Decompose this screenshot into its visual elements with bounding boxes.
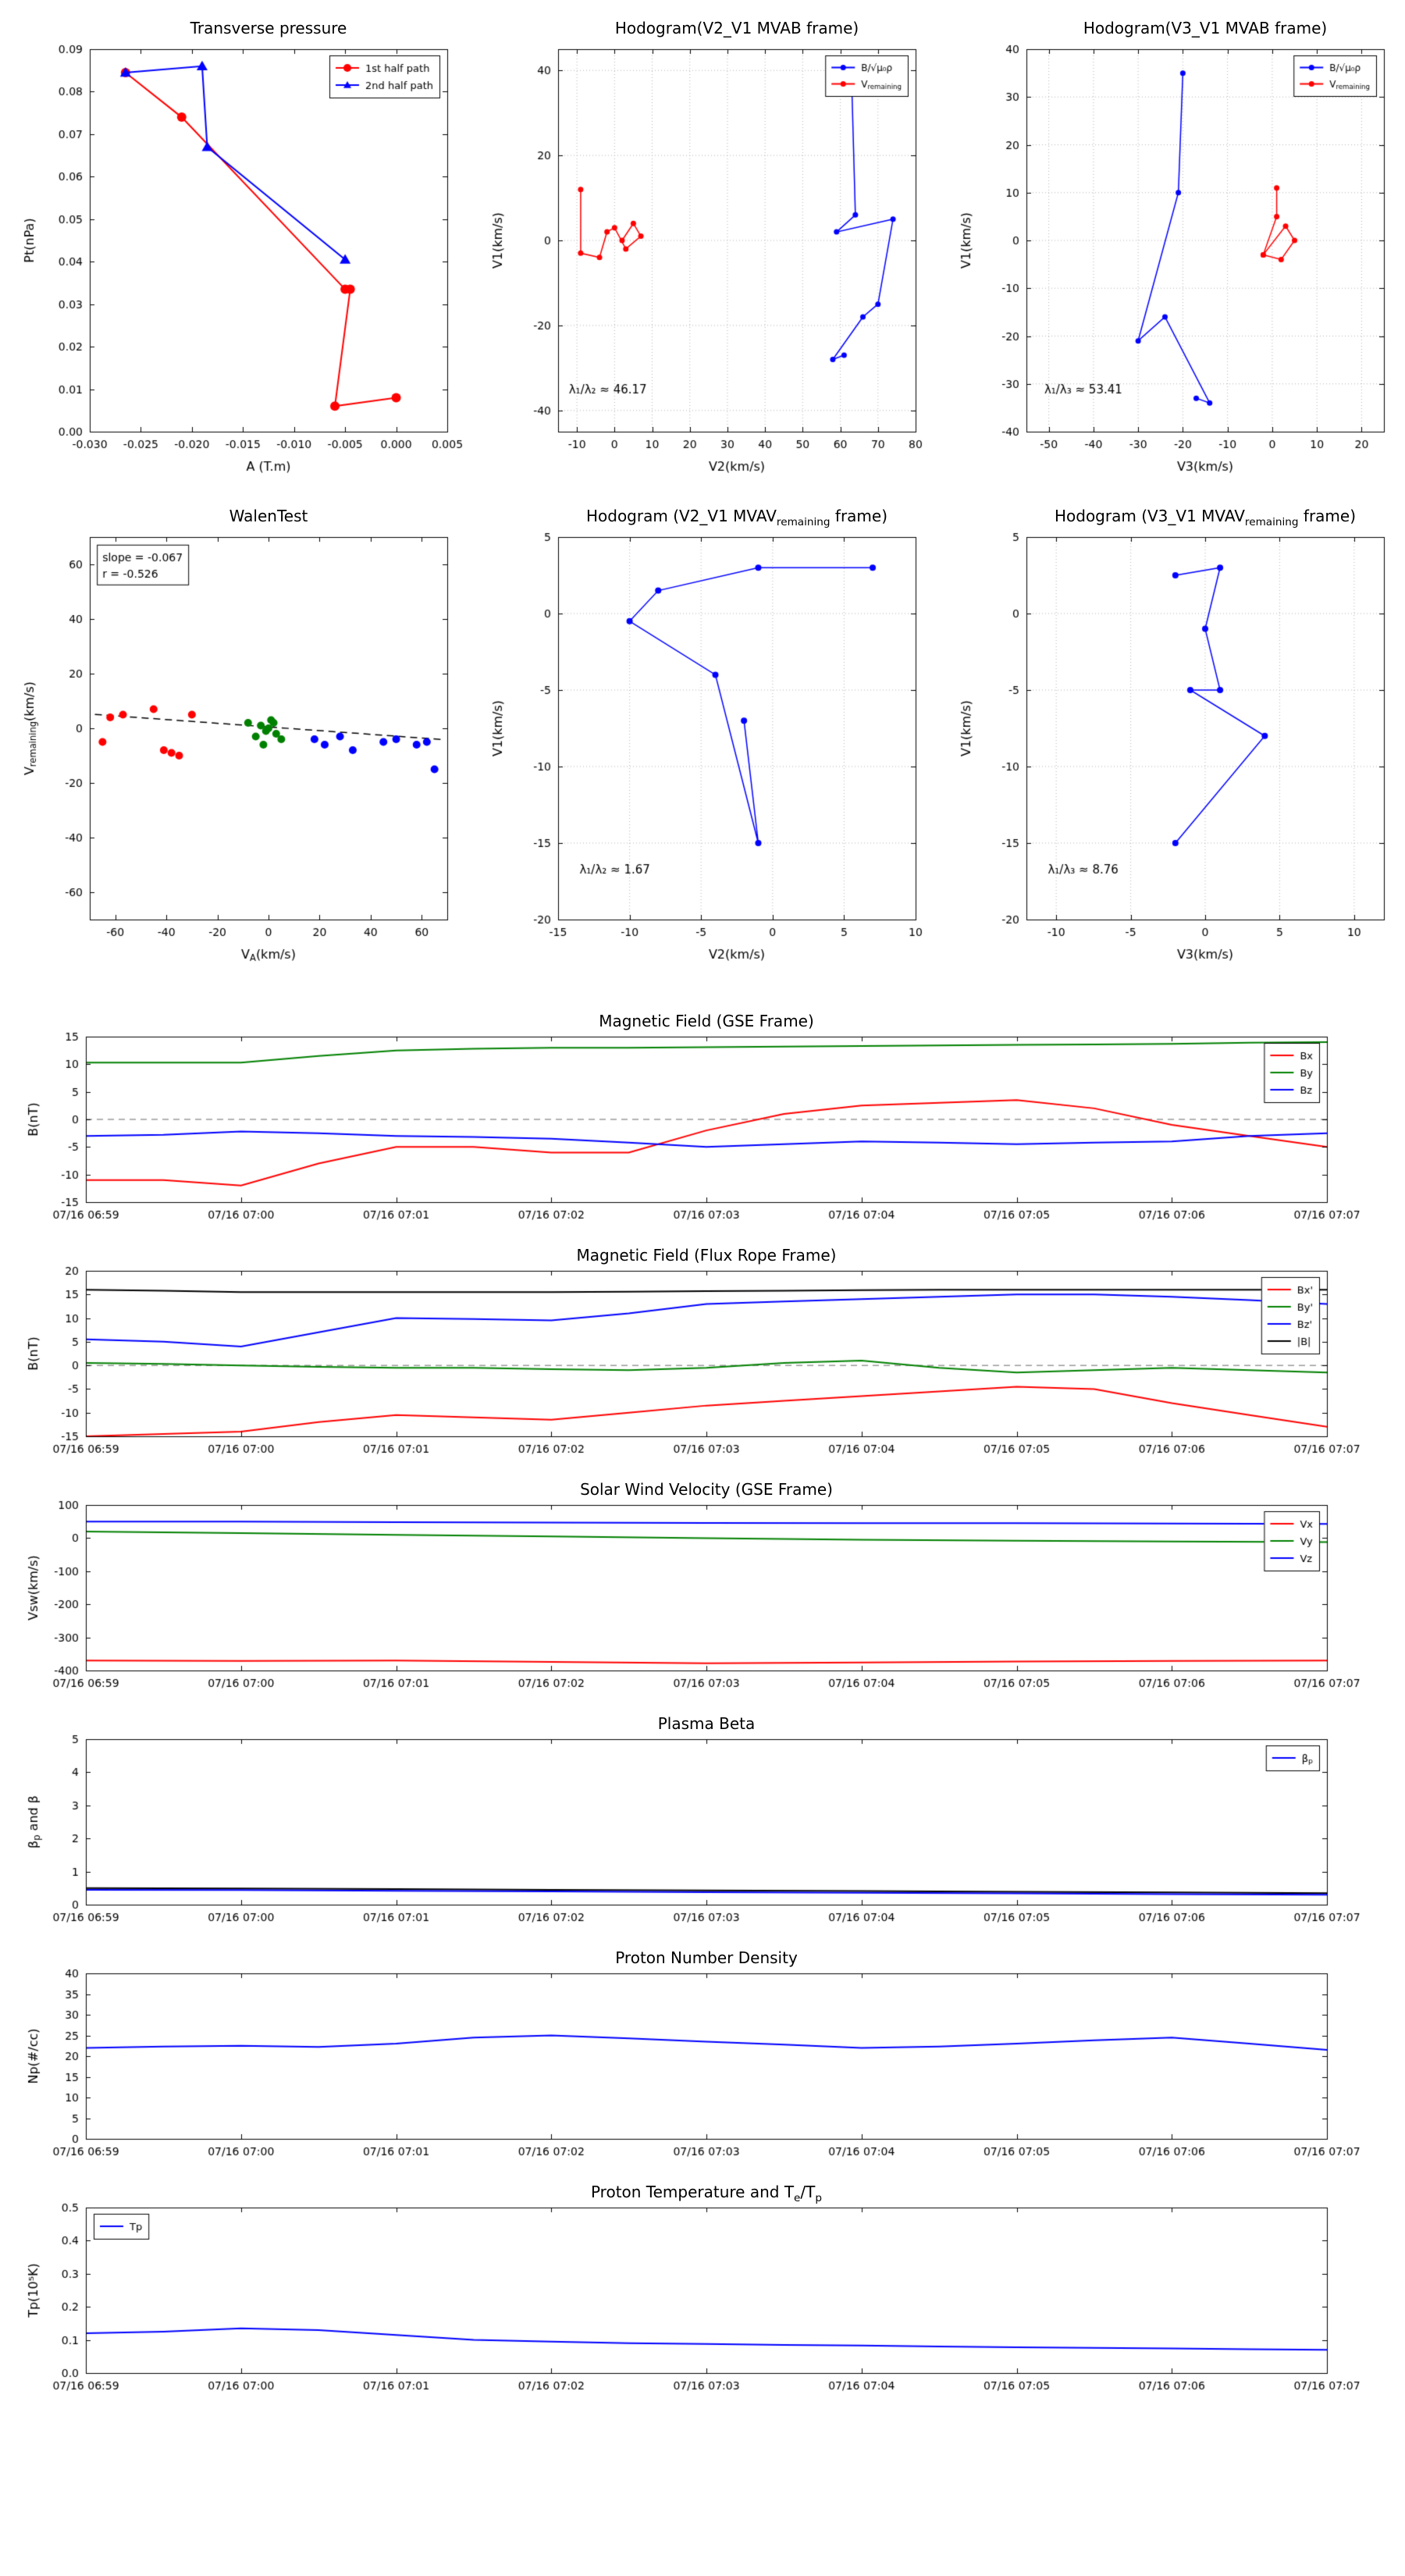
- plasma-beta-plot: [0, 1710, 1405, 1937]
- chart-hodogram-v2v1-mvav: [468, 492, 937, 976]
- title-mag-gse: Magnetic Field (GSE Frame): [599, 1012, 814, 1030]
- mag-flux-rope-plot: [0, 1241, 1405, 1469]
- chart-walen-test: [0, 492, 468, 976]
- hodogram-v3v1-mvav-plot: [937, 492, 1405, 976]
- hodogram-v2v1-mvab-plot: [468, 4, 937, 488]
- title-solar-wind-velocity: Solar Wind Velocity (GSE Frame): [580, 1480, 833, 1499]
- chart-transverse-pressure: [0, 4, 468, 488]
- chart-plasma-beta: [0, 1710, 1405, 1937]
- title-hodogram-v3v1-mvav: Hodogram (V3_V1 MVAVremaining frame): [1054, 507, 1357, 528]
- title-hodogram-v3v1-mvab: Hodogram(V3_V1 MVAB frame): [1083, 19, 1328, 37]
- title-proton-temperature: Proton Temperature and Te/Tp: [590, 2183, 823, 2204]
- chart-hodogram-v3v1-mvab: [937, 4, 1405, 488]
- solar-wind-velocity-plot: [0, 1475, 1405, 1703]
- chart-mag-flux-rope: [0, 1241, 1405, 1469]
- hodogram-v3v1-mvab-plot: [937, 4, 1405, 488]
- proton-temperature-plot: [0, 2178, 1405, 2406]
- walen-test-plot: [0, 492, 468, 976]
- chart-proton-density: [0, 1944, 1405, 2172]
- chart-hodogram-v3v1-mvav: [937, 492, 1405, 976]
- title-walen-test: WalenTest: [229, 507, 308, 525]
- chart-mag-gse: [0, 1007, 1405, 1235]
- title-proton-density: Proton Number Density: [615, 1948, 798, 1967]
- transverse-pressure-plot: [0, 4, 468, 488]
- title-transverse-pressure: Transverse pressure: [190, 19, 347, 37]
- chart-solar-wind-velocity: [0, 1475, 1405, 1703]
- hodogram-v2v1-mvav-plot: [468, 492, 937, 976]
- chart-proton-temperature: [0, 2178, 1405, 2406]
- title-plasma-beta: Plasma Beta: [657, 1714, 756, 1733]
- title-hodogram-v2v1-mvab: Hodogram(V2_V1 MVAB frame): [614, 19, 859, 37]
- chart-hodogram-v2v1-mvab: [468, 4, 937, 488]
- proton-density-plot: [0, 1944, 1405, 2172]
- title-mag-flux-rope: Magnetic Field (Flux Rope Frame): [576, 1246, 837, 1265]
- title-hodogram-v2v1-mvav: Hodogram (V2_V1 MVAVremaining frame): [585, 507, 888, 528]
- mag-gse-plot: [0, 1007, 1405, 1235]
